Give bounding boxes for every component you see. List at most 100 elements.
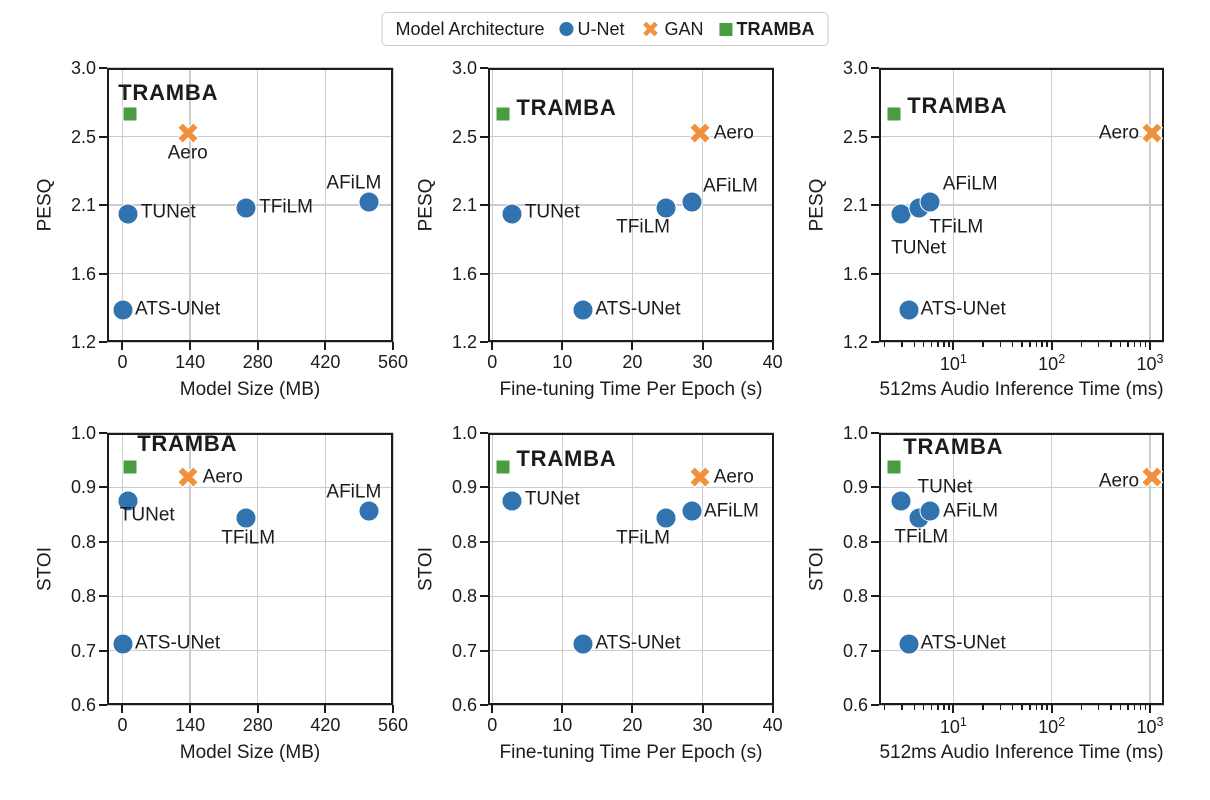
subplot-stoi-0: 0 140 280 420 560 0.6 0.7 0.8 0.8 0.9 1.0 Model Siz… — [35, 424, 409, 762]
x-tick — [1050, 342, 1053, 350]
x-minor-tick — [948, 342, 950, 347]
x-tick — [121, 705, 124, 713]
legend-item-label: GAN — [664, 18, 704, 39]
circle-marker-icon — [890, 490, 912, 512]
x-tick — [392, 342, 394, 350]
gridline-y — [879, 595, 1164, 597]
y-tick-label: 0.8 — [842, 586, 868, 607]
y-tick-label: 0.8 — [70, 531, 96, 552]
legend-title: Model Architecture — [395, 18, 545, 39]
y-tick-label: 0.8 — [451, 586, 477, 607]
x-minor-tick — [1046, 342, 1048, 347]
point-label-aero: Aero — [1098, 122, 1140, 144]
marker-tramba — [495, 459, 511, 475]
x-tick — [952, 705, 955, 713]
legend: Model Architecture U-Net GAN TRAMBA — [381, 12, 829, 46]
y-tick — [871, 67, 879, 69]
spine-bottom — [488, 702, 774, 705]
y-tick-label: 1.0 — [70, 423, 96, 443]
y-tick-label: 0.8 — [70, 586, 96, 607]
point-label-tfilm: TFiLM — [616, 216, 670, 238]
point-label-afilm: AFiLM — [326, 481, 382, 503]
y-tick — [99, 135, 107, 138]
x-minor-tick — [901, 705, 903, 710]
x-minor-tick — [1011, 705, 1014, 710]
x-marker-icon — [176, 122, 199, 145]
x-minor-tick — [1110, 342, 1112, 347]
x-tick — [1148, 342, 1151, 350]
x-tick — [324, 342, 327, 350]
point-label-tramba: TRAMBA — [903, 434, 1004, 459]
gridline-x — [561, 433, 563, 705]
x-tick-label: 30 — [692, 352, 713, 372]
y-tick — [480, 272, 488, 275]
x-minor-tick — [1080, 705, 1082, 710]
x-minor-tick — [1119, 705, 1122, 710]
gridline-x — [189, 433, 191, 705]
spine-left — [879, 68, 882, 342]
gridline-y — [488, 204, 774, 206]
x-tick-label: 103 — [1136, 715, 1164, 737]
marker-afilm — [681, 191, 703, 213]
y-axis-label: STOI — [806, 547, 828, 591]
marker-afilm — [358, 500, 380, 522]
marker-tunet — [890, 490, 912, 512]
marker-tramba — [122, 106, 138, 122]
gridline-y — [107, 649, 393, 652]
point-label-tunet: TUNet — [524, 488, 580, 510]
gridline-x — [324, 433, 327, 705]
x-tick-label: 102 — [1038, 715, 1066, 737]
x-tick-label: 101 — [939, 352, 967, 374]
x-tick — [1148, 705, 1151, 713]
x-minor-tick — [1127, 342, 1129, 347]
marker-aero — [687, 464, 713, 490]
y-axis-label: PESQ — [415, 178, 437, 232]
y-tick-label: 0.6 — [451, 695, 477, 715]
point-label-tunet: TUNet — [119, 504, 175, 526]
x-tick-label: 0 — [117, 352, 128, 372]
gridline-x — [631, 433, 634, 705]
x-marker-icon — [1140, 466, 1164, 489]
x-minor-tick — [937, 705, 939, 710]
x-minor-tick — [923, 705, 925, 710]
point-label-aero: Aero — [713, 122, 754, 144]
legend-item-label: U-Net — [577, 18, 625, 39]
exponent: 2 — [1058, 715, 1066, 729]
legend-item-u-net: U-Net — [559, 18, 625, 40]
x-tick-label: 0 — [117, 715, 128, 735]
square-marker-icon — [122, 459, 138, 475]
y-tick — [480, 649, 488, 652]
gridline-y — [488, 486, 774, 489]
point-label-tramba: TRAMBA — [516, 94, 617, 120]
y-tick-label: 0.7 — [70, 640, 96, 661]
y-tick-label: 2.5 — [70, 126, 96, 147]
exponent: 1 — [959, 715, 967, 729]
marker-tramba — [122, 459, 138, 475]
x-minor-tick — [982, 705, 984, 710]
circle-marker-icon — [235, 507, 257, 529]
x-minor-tick — [1021, 342, 1023, 347]
y-tick — [99, 704, 107, 706]
x-tick-label: 10 — [552, 352, 573, 372]
marker-afilm — [919, 191, 941, 213]
spine-right — [1161, 433, 1164, 705]
x-tick-label: 103 — [1136, 352, 1164, 374]
y-tick — [871, 540, 879, 543]
y-tick-label: 3.0 — [842, 58, 868, 78]
x-tick — [631, 342, 634, 350]
point-label-tramba: TRAMBA — [516, 446, 617, 471]
x-tick — [491, 342, 494, 350]
x-minor-tick — [1046, 705, 1048, 710]
spine-right — [771, 68, 774, 342]
spine-right — [1161, 68, 1164, 342]
spine-top — [107, 433, 393, 436]
marker-tramba — [495, 106, 511, 122]
x-tick-label: 280 — [242, 715, 273, 735]
y-tick-label: 2.1 — [842, 195, 868, 215]
marker-ats-unet — [112, 633, 134, 655]
spine-left — [488, 68, 491, 342]
y-axis-label: STOI — [415, 547, 437, 591]
gridline-x — [257, 433, 259, 705]
circle-legend-icon — [559, 22, 574, 36]
x-tick-label: 20 — [622, 715, 643, 735]
